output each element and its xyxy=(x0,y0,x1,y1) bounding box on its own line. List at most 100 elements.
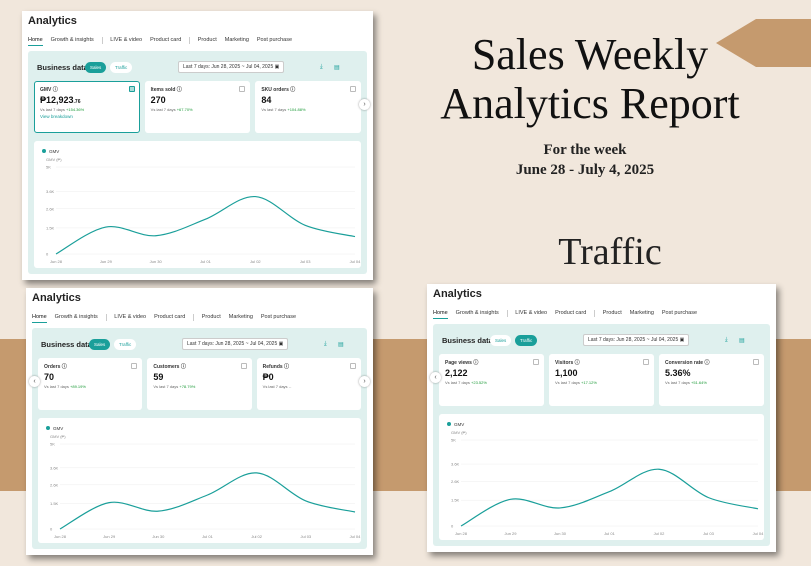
tab-product[interactable]: Product xyxy=(197,37,217,43)
date-range-picker[interactable]: Last 7 days: Jun 28, 2025 ~ Jul 04, 2025… xyxy=(583,334,690,346)
metric-value-text: 5.36% xyxy=(665,368,691,378)
sales-toggle[interactable]: Sales xyxy=(490,335,512,346)
tab-home[interactable]: Home xyxy=(28,37,43,46)
tab-product-card[interactable]: Product card xyxy=(555,310,587,316)
info-icon[interactable]: ⓘ xyxy=(573,360,580,366)
delete-icon[interactable]: ▤ xyxy=(338,342,344,348)
chart-area: GMV GMV (₱) 5K 3.6K 2.6K 1.5K 0 Jun 28 Jun 29 Jun… xyxy=(34,141,361,268)
info-icon[interactable]: ⓘ xyxy=(471,360,479,366)
tab-bar: Home Growth & insights LIVE & video Prod… xyxy=(28,37,292,46)
legend-marker xyxy=(46,426,50,430)
tab-home[interactable]: Home xyxy=(32,314,47,323)
info-icon[interactable]: ⓘ xyxy=(282,364,290,370)
tab-post-purchase[interactable]: Post purchase xyxy=(260,314,297,320)
tab-marketing[interactable]: Marketing xyxy=(224,37,249,43)
comparison-label: Vs last 7 days xyxy=(445,380,470,385)
sales-toggle[interactable]: Sales xyxy=(85,62,107,73)
tab-product[interactable]: Product xyxy=(201,314,221,320)
date-range-picker[interactable]: Last 7 days: Jun 28, 2025 ~ Jul 04, 2025… xyxy=(178,61,285,73)
comparison-label: Vs last 7 days xyxy=(665,380,690,385)
x-tick-label: Jul 03 xyxy=(300,534,311,539)
info-icon[interactable]: ⓘ xyxy=(51,87,58,93)
download-icon[interactable]: ⤓ xyxy=(320,64,323,70)
metric-checkbox[interactable] xyxy=(239,86,246,92)
download-icon[interactable]: ⤓ xyxy=(725,337,728,343)
metric-cards: GMV ⓘ ₱12,923.76 Vs last 7 days +154.36%… xyxy=(34,81,362,133)
tab-post-purchase[interactable]: Post purchase xyxy=(661,310,698,316)
metric-card[interactable]: GMV ⓘ ₱12,923.76 Vs last 7 days +154.36%… xyxy=(34,81,140,133)
metric-label: Refunds ⓘ xyxy=(263,363,355,370)
tab-growth-insights[interactable]: Growth & insights xyxy=(54,314,98,320)
metric-card[interactable]: Orders ⓘ 70 Vs last 7 days +89.19% xyxy=(38,358,143,410)
metric-checkbox[interactable] xyxy=(533,359,539,365)
tab-live-video[interactable]: LIVE & video xyxy=(110,37,143,43)
tab-post-purchase[interactable]: Post purchase xyxy=(256,37,293,43)
metric-checkbox[interactable] xyxy=(643,359,649,365)
metric-card[interactable]: SKU orders ⓘ 84 Vs last 7 days +104.88% xyxy=(255,81,362,133)
traffic-toggle[interactable]: Traffic xyxy=(110,62,133,73)
metric-value-text: 84 xyxy=(261,95,272,105)
metric-checkbox[interactable] xyxy=(131,363,138,369)
tab-live-video[interactable]: LIVE & video xyxy=(515,310,548,316)
tab-marketing[interactable]: Marketing xyxy=(629,310,654,316)
tab-product-card[interactable]: Product card xyxy=(154,314,186,320)
tab-live-video[interactable]: LIVE & video xyxy=(114,314,147,320)
chevron-left-icon[interactable]: ‹ xyxy=(29,376,40,387)
metric-checkbox[interactable] xyxy=(240,363,247,369)
metric-value: ₱12,923.76 xyxy=(40,95,134,105)
x-tick-label: Jun 30 xyxy=(554,531,567,536)
y-tick-label: 1.5K xyxy=(46,225,55,230)
info-icon[interactable]: ⓘ xyxy=(60,364,67,370)
metric-cards: Page views ⓘ 2,122 Vs last 7 days +23.52… xyxy=(439,354,764,406)
x-tick-label: Jun 28 xyxy=(455,531,468,536)
metric-checkbox[interactable] xyxy=(349,363,356,369)
date-range-start: Jun 28, 2025 xyxy=(616,337,646,343)
comparison-change: +104.88% xyxy=(287,107,306,112)
y-tick-label: 0 xyxy=(46,252,49,257)
metric-checkbox[interactable] xyxy=(753,359,759,365)
metric-card[interactable]: Items sold ⓘ 270 Vs last 7 days +67.70% xyxy=(144,81,251,133)
date-range-picker[interactable]: Last 7 days: Jun 28, 2025 ~ Jul 04, 2025… xyxy=(182,338,289,350)
metric-card[interactable]: Conversion rate ⓘ 5.36% Vs last 7 days +… xyxy=(659,354,764,406)
chevron-right-icon[interactable]: › xyxy=(359,376,370,387)
date-range-start: Jun 28, 2025 xyxy=(211,64,241,70)
view-breakdown-link[interactable]: View breakdown xyxy=(40,114,73,119)
info-icon[interactable]: ⓘ xyxy=(703,360,710,366)
delete-icon[interactable]: ▤ xyxy=(739,338,745,344)
metric-card[interactable]: Visitors ⓘ 1,100 Vs last 7 days +17.12% xyxy=(549,354,654,406)
date-range-label: Last 7 days: xyxy=(187,341,214,347)
chevron-left-icon[interactable]: ‹ xyxy=(430,372,441,383)
tab-home[interactable]: Home xyxy=(433,310,448,319)
tab-marketing[interactable]: Marketing xyxy=(228,314,253,320)
metric-card[interactable]: Page views ⓘ 2,122 Vs last 7 days +23.52… xyxy=(439,354,544,406)
x-tick-label: Jul 01 xyxy=(202,534,213,539)
y-tick-label: 2.6K xyxy=(50,482,59,487)
sales-toggle[interactable]: Sales xyxy=(89,339,111,350)
metric-label: Visitors ⓘ xyxy=(555,359,648,366)
metric-label: SKU orders ⓘ xyxy=(261,86,355,93)
chevron-right-icon[interactable]: › xyxy=(359,99,370,110)
metric-card[interactable]: Customers ⓘ 59 Vs last 7 days +78.79% xyxy=(147,358,252,410)
tab-product-card[interactable]: Product card xyxy=(150,37,182,43)
metric-card[interactable]: Refunds ⓘ ₱0 Vs last 7 days -- xyxy=(256,358,361,410)
download-icon[interactable]: ⤓ xyxy=(324,341,327,347)
metric-label-text: Conversion rate xyxy=(665,360,704,366)
info-icon[interactable]: ⓘ xyxy=(179,364,186,370)
info-icon[interactable]: ⓘ xyxy=(288,87,296,93)
chart-area: GMV GMV (₱) 5K 3.6K 2.6K 1.5K 0 Jun 28 Jun 29 Jun… xyxy=(38,418,361,543)
report-title: Sales Weekly Analytics Report xyxy=(430,30,750,128)
info-icon[interactable]: ⓘ xyxy=(175,87,182,93)
tab-growth-insights[interactable]: Growth & insights xyxy=(455,310,499,316)
metric-checkbox[interactable] xyxy=(350,86,357,92)
comparison-label: Vs last 7 days xyxy=(153,384,179,389)
screenshot-sales-orders: Analytics Home Growth & insights LIVE & … xyxy=(26,288,373,555)
delete-icon[interactable]: ▤ xyxy=(334,65,340,71)
tab-product[interactable]: Product xyxy=(602,310,622,316)
x-tick-label: Jul 03 xyxy=(300,259,311,264)
metric-comparison: Vs last 7 days +51.64% xyxy=(665,380,758,385)
metric-checkbox[interactable] xyxy=(128,86,135,92)
traffic-toggle[interactable]: Traffic xyxy=(114,339,137,350)
traffic-toggle[interactable]: Traffic xyxy=(515,335,538,346)
report-title-line2: Analytics Report xyxy=(440,79,740,128)
tab-growth-insights[interactable]: Growth & insights xyxy=(50,37,94,43)
